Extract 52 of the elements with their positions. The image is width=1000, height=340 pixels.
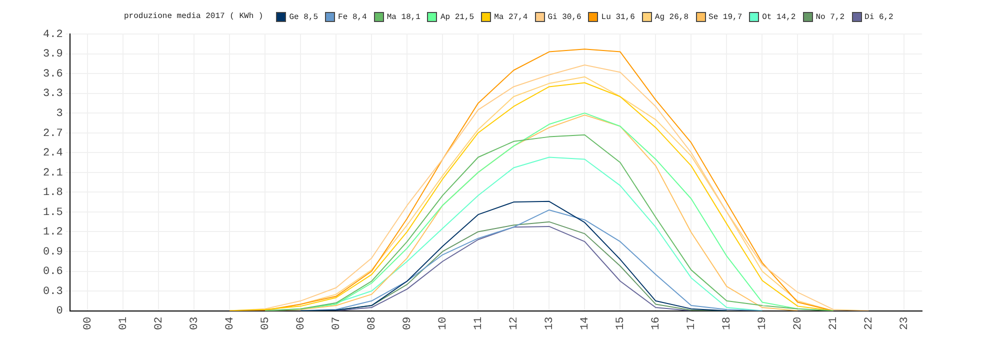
legend-label: Di 6,2: [864, 12, 894, 22]
x-tick-label: 03: [188, 316, 201, 330]
x-tick-label: 15: [615, 316, 628, 330]
legend-label: Ge 8,5: [289, 12, 318, 22]
y-tick-label: 3.9: [42, 48, 63, 61]
legend-label: Ag 26,8: [654, 12, 689, 22]
x-tick-label: 16: [650, 316, 663, 330]
x-tick-label: 02: [153, 316, 166, 330]
y-tick-label: 3.3: [42, 88, 63, 100]
y-tick-label: 4.2: [42, 28, 63, 41]
x-tick-label: 23: [899, 316, 912, 330]
x-tick-label: 10: [438, 316, 450, 330]
x-tick-label: 01: [118, 316, 130, 330]
y-tick-label: 0.9: [42, 246, 63, 258]
legend-label: Lu 31,6: [601, 12, 635, 22]
y-tick-label: 1.8: [42, 187, 63, 200]
legend-label: Se 19,7: [708, 12, 742, 22]
x-tick-label: 17: [686, 316, 698, 330]
x-tick-label: 19: [757, 316, 770, 330]
legend-label: Ot 14,2: [762, 12, 796, 22]
x-tick-label: 14: [580, 316, 592, 330]
y-tick-label: 3: [56, 108, 63, 120]
x-tick-label: 00: [82, 316, 94, 330]
x-tick-label: 21: [828, 316, 840, 330]
legend-title: produzione media 2017 ( KWh ): [124, 12, 264, 22]
legend-label: Ma 18,1: [386, 12, 420, 22]
y-tick-label: 3.6: [42, 68, 63, 80]
legend-label: Fe 8,4: [338, 12, 367, 22]
x-tick-label: 06: [296, 316, 308, 330]
y-tick-label: 0.3: [42, 286, 63, 298]
x-tick-label: 12: [508, 316, 521, 330]
x-tick-label: 20: [792, 316, 805, 330]
y-tick-label: 0: [56, 306, 63, 318]
legend-label: Ma 27,4: [494, 12, 528, 22]
y-tick-label: 2.1: [42, 167, 64, 180]
x-tick-label: 13: [544, 316, 556, 330]
x-tick-label: 08: [366, 316, 379, 330]
x-tick-label: 11: [473, 316, 486, 330]
y-tick-label: 0.6: [42, 266, 63, 278]
x-tick-label: 04: [224, 316, 236, 330]
legend-label: Ap 21,5: [440, 12, 474, 22]
y-tick-label: 1.2: [42, 226, 63, 239]
x-tick-label: 09: [402, 316, 414, 330]
legend-label: No 7,2: [816, 12, 845, 22]
x-tick-label: 18: [722, 316, 734, 330]
legend-label: Gi 30,6: [548, 12, 582, 22]
y-tick-label: 1.5: [42, 206, 63, 219]
x-tick-label: 22: [864, 316, 876, 330]
y-tick-label: 2.7: [42, 128, 63, 140]
x-tick-label: 05: [260, 316, 272, 330]
y-tick-label: 2.4: [42, 148, 64, 160]
x-tick-label: 07: [331, 316, 344, 330]
